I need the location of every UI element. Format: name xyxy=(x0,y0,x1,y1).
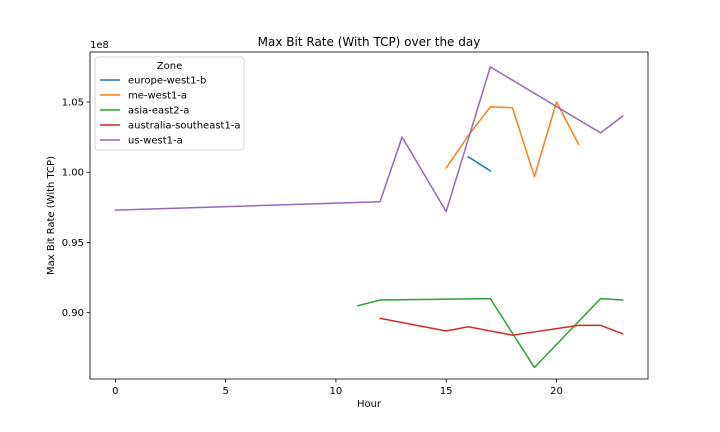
legend-label: europe-west1-b xyxy=(128,76,206,87)
y-offset-label: 1e8 xyxy=(90,40,109,51)
y-tick-label: 0.95 xyxy=(62,238,84,249)
axes-frame xyxy=(89,51,649,380)
chart-title: Max Bit Rate (With TCP) over the day xyxy=(258,35,481,49)
x-axis-ticks: 0 5 10 15 20 xyxy=(112,379,563,397)
legend-box xyxy=(94,56,245,151)
x-tick-label: 10 xyxy=(330,386,343,397)
legend-title: Zone xyxy=(157,61,182,72)
series-line-asia-east2-a xyxy=(357,297,624,369)
legend-label: asia-east2-a xyxy=(128,106,189,117)
y-axis-ticks: 0.90 0.95 1.00 1.05 xyxy=(62,98,90,319)
series-lines xyxy=(114,66,624,369)
x-tick-label: 15 xyxy=(440,386,453,397)
y-tick-label: 1.05 xyxy=(62,98,84,109)
legend-label: australia-southeast1-a xyxy=(128,121,241,132)
y-tick-label: 1.00 xyxy=(62,168,84,179)
x-axis-label: Hour xyxy=(357,399,382,410)
series-line-us-west1-a xyxy=(114,66,624,213)
x-tick-label: 20 xyxy=(550,386,563,397)
series-line-australia-southeast1-a xyxy=(379,317,624,336)
legend: Zone europe-west1-b me-west1-a asia-east2-… xyxy=(94,56,245,151)
legend-items: europe-west1-b me-west1-a asia-east2-a aust… xyxy=(100,76,241,147)
series-line-europe-west1-b xyxy=(467,155,492,172)
series-line-me-west1-a xyxy=(445,101,580,178)
plot-area xyxy=(89,51,649,380)
y-axis-label: Max Bit Rate (With TCP) xyxy=(46,156,57,275)
y-tick-label: 0.90 xyxy=(62,308,84,319)
legend-label: me-west1-a xyxy=(128,91,187,102)
legend-label: us-west1-a xyxy=(128,136,183,147)
x-tick-label: 5 xyxy=(222,386,228,397)
x-tick-label: 0 xyxy=(112,386,118,397)
